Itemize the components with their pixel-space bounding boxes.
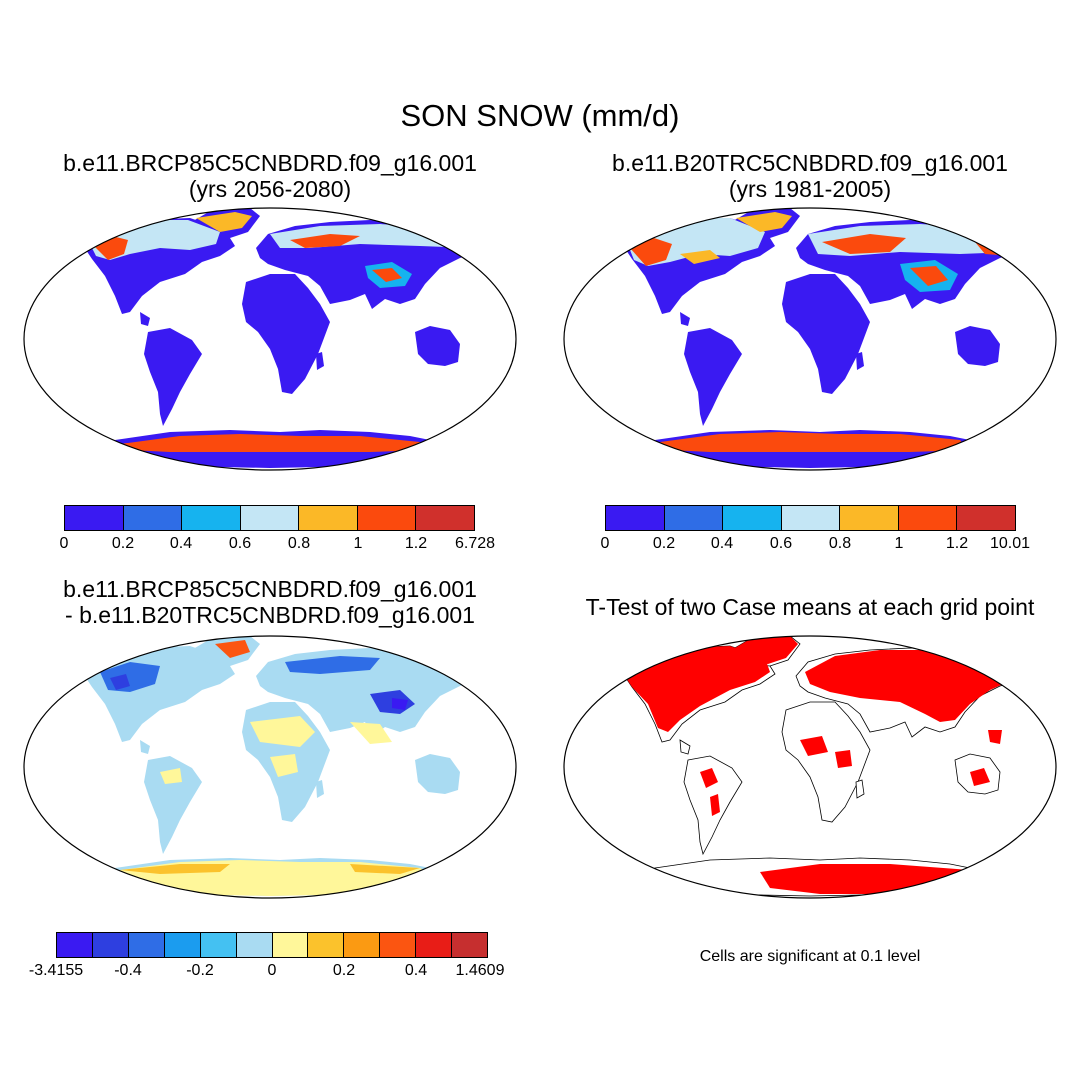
colorbar-difference-bin (452, 933, 488, 957)
panel-title-historical-line2: (yrs 1981-2005) (728, 176, 892, 202)
colorbar-historical-bin (898, 506, 958, 530)
colorbar-difference-bin (200, 933, 237, 957)
colorbar-difference-label: -0.2 (186, 962, 214, 979)
colorbar-future-bin (65, 506, 124, 530)
map-difference (23, 635, 517, 899)
colorbar-historical-label: 0.6 (769, 535, 793, 552)
colorbar-historical-bin (723, 506, 782, 530)
colorbar-historical-label: 10.01 (989, 535, 1031, 552)
colorbar-historical (605, 505, 1016, 531)
colorbar-future-bin (357, 506, 417, 530)
colorbar-historical-label: 0.2 (652, 535, 676, 552)
colorbar-difference-label: 1.4609 (455, 962, 505, 979)
panel-title-ttest: T-Test of two Case means at each grid po… (540, 594, 1080, 620)
map-future (23, 207, 517, 471)
colorbar-historical-label: 0 (600, 535, 610, 552)
colorbar-difference-bin (416, 933, 453, 957)
colorbar-difference-bin (92, 933, 129, 957)
colorbar-future-bin (182, 506, 241, 530)
map-ttest (563, 635, 1057, 899)
colorbar-difference-bin (308, 933, 345, 957)
colorbar-historical-bin (781, 506, 841, 530)
colorbar-future-bin (123, 506, 183, 530)
panel-title-future-line1: b.e11.BRCP85C5CNBDRD.f09_g16.001 (63, 150, 477, 176)
colorbar-future-label: 0 (59, 535, 69, 552)
colorbar-difference-bin (236, 933, 273, 957)
colorbar-difference-bin (128, 933, 165, 957)
colorbar-future (64, 505, 475, 531)
colorbar-future-bin (240, 506, 300, 530)
colorbar-difference-bin (164, 933, 201, 957)
panel-title-future-line2: (yrs 2056-2080) (188, 176, 352, 202)
panel-title-difference: b.e11.BRCP85C5CNBDRD.f09_g16.001 - b.e11… (20, 576, 520, 628)
panel-title-difference-line1: b.e11.BRCP85C5CNBDRD.f09_g16.001 (63, 576, 477, 602)
colorbar-historical-label: 0.4 (710, 535, 734, 552)
colorbar-difference-label: -0.4 (114, 962, 142, 979)
colorbar-difference-bin (344, 933, 381, 957)
panel-title-ttest-line1: T-Test of two Case means at each grid po… (585, 594, 1035, 620)
panel-title-historical-line1: b.e11.B20TRC5CNBDRD.f09_g16.001 (612, 150, 1008, 176)
colorbar-historical-label: 1.2 (945, 535, 969, 552)
colorbar-difference-bin (380, 933, 417, 957)
significance-note: Cells are significant at 0.1 level (699, 948, 921, 965)
main-title: SON SNOW (mm/d) (400, 98, 680, 133)
colorbar-difference (56, 932, 488, 958)
colorbar-difference-label: 0.4 (404, 962, 428, 979)
panel-title-historical: b.e11.B20TRC5CNBDRD.f09_g16.001 (yrs 198… (560, 150, 1060, 202)
colorbar-future-label: 6.728 (454, 535, 496, 552)
colorbar-future-label: 1 (353, 535, 363, 552)
colorbar-future-label: 0.8 (287, 535, 311, 552)
colorbar-historical-label: 1 (894, 535, 904, 552)
colorbar-historical-bin (606, 506, 665, 530)
colorbar-future-label: 0.6 (228, 535, 252, 552)
colorbar-difference-label: -3.4155 (28, 962, 84, 979)
colorbar-difference-label: 0.2 (332, 962, 356, 979)
colorbar-historical-bin (840, 506, 899, 530)
colorbar-future-label: 1.2 (404, 535, 428, 552)
colorbar-difference-bin (272, 933, 309, 957)
colorbar-difference-bin (57, 933, 93, 957)
colorbar-future-bin (299, 506, 358, 530)
map-historical (563, 207, 1057, 471)
colorbar-historical-bin (664, 506, 724, 530)
colorbar-future-bin (416, 506, 475, 530)
panel-title-difference-line2: - b.e11.B20TRC5CNBDRD.f09_g16.001 (65, 602, 475, 628)
panel-title-future: b.e11.BRCP85C5CNBDRD.f09_g16.001 (yrs 20… (20, 150, 520, 202)
colorbar-historical-label: 0.8 (828, 535, 852, 552)
colorbar-future-label: 0.4 (169, 535, 193, 552)
colorbar-difference-label: 0 (267, 962, 277, 979)
colorbar-historical-bin (957, 506, 1016, 530)
colorbar-future-label: 0.2 (111, 535, 135, 552)
